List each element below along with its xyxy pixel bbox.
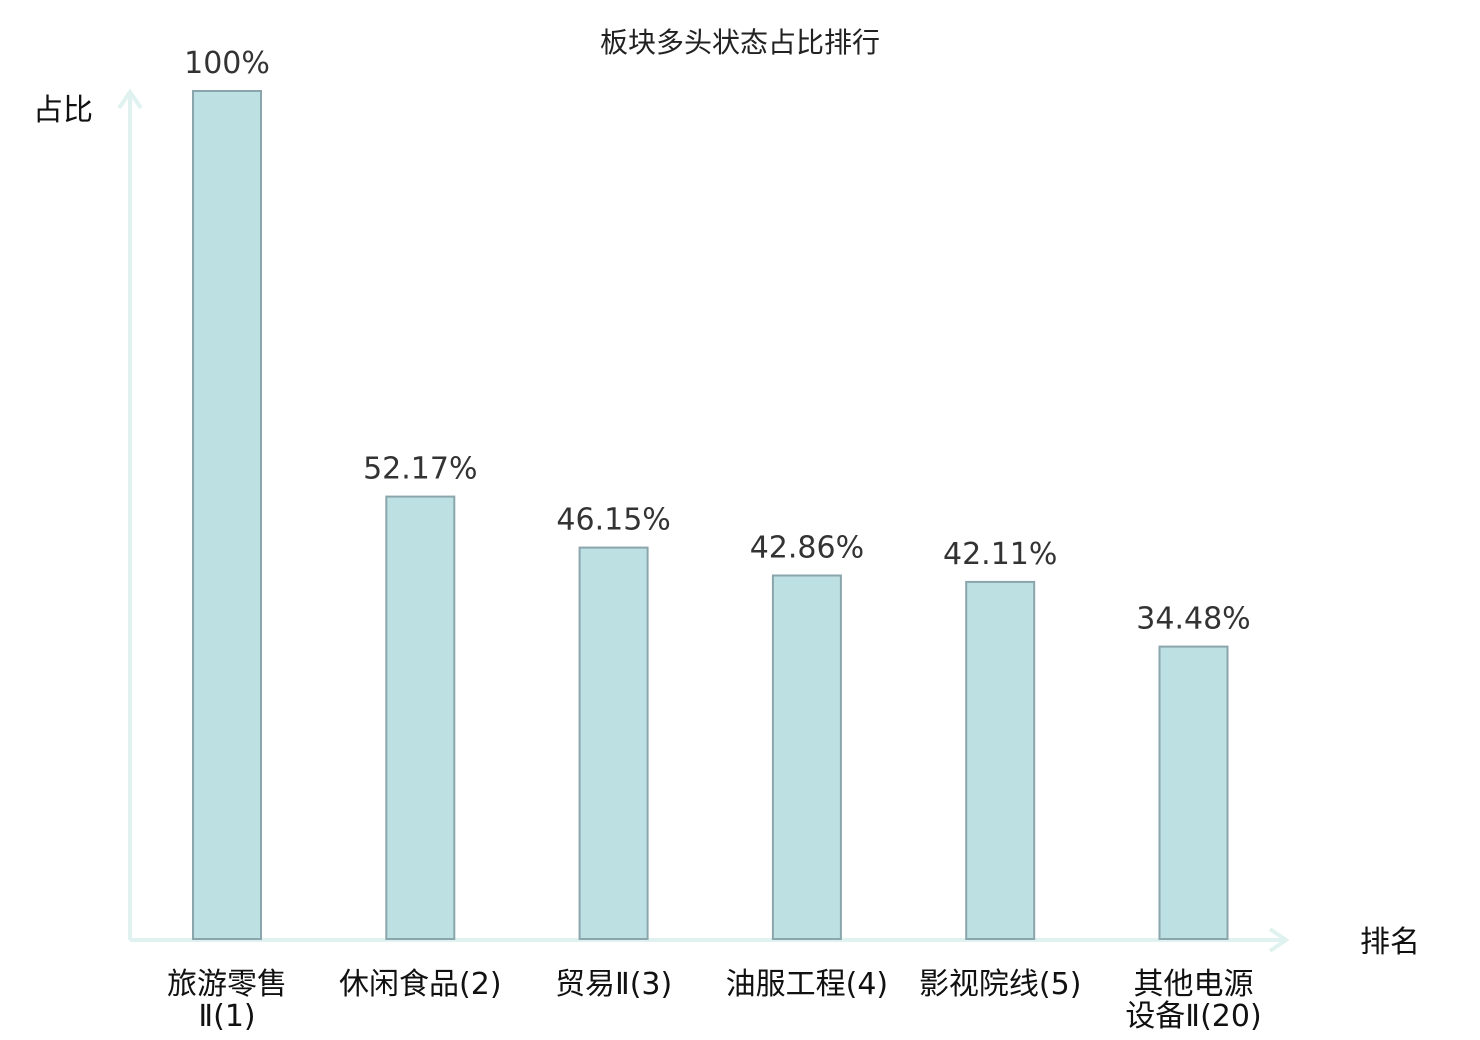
x-axis-label: 排名 [1360, 925, 1420, 960]
category-label-4-line-1: 油服工程(4) [726, 967, 889, 1002]
x-axis-arrow-icon [1268, 927, 1290, 953]
category-label-1-line-2: Ⅱ(1) [198, 999, 255, 1034]
category-label-5-line-1: 影视院线(5) [919, 967, 1082, 1002]
value-label-4: 42.86% [750, 531, 864, 566]
value-label-6: 34.48% [1136, 602, 1250, 637]
value-label-5: 42.11% [943, 537, 1057, 572]
y-axis-label: 占比 [33, 93, 93, 128]
category-label-3-line-1: 贸易Ⅱ(3) [555, 967, 672, 1002]
category-label-6-line-2: 设备Ⅱ(20) [1125, 999, 1261, 1034]
value-label-3: 46.15% [556, 503, 670, 538]
bar-5 [965, 580, 1036, 941]
bar-4 [771, 574, 842, 940]
category-label-6-line-1: 其他电源 [1134, 967, 1254, 1002]
chart-title: 板块多头状态占比排行 [600, 26, 880, 59]
value-labels: 100% 52.17% 46.15% 42.86% 42.11% 34.48% [184, 46, 1251, 637]
bar-3 [578, 546, 649, 940]
category-label-1-line-1: 旅游零售 [167, 967, 287, 1002]
y-axis-arrow-icon [117, 88, 143, 110]
bar-6 [1158, 645, 1229, 940]
bar-series [192, 90, 1229, 941]
value-label-1: 100% [184, 46, 270, 81]
category-label-2-line-1: 休闲食品(2) [339, 967, 502, 1002]
x-axis: 排名 [130, 925, 1420, 960]
bar-2 [385, 495, 456, 940]
bar-1 [192, 90, 262, 940]
value-label-2: 52.17% [363, 452, 477, 487]
y-axis: 占比 [33, 88, 143, 940]
